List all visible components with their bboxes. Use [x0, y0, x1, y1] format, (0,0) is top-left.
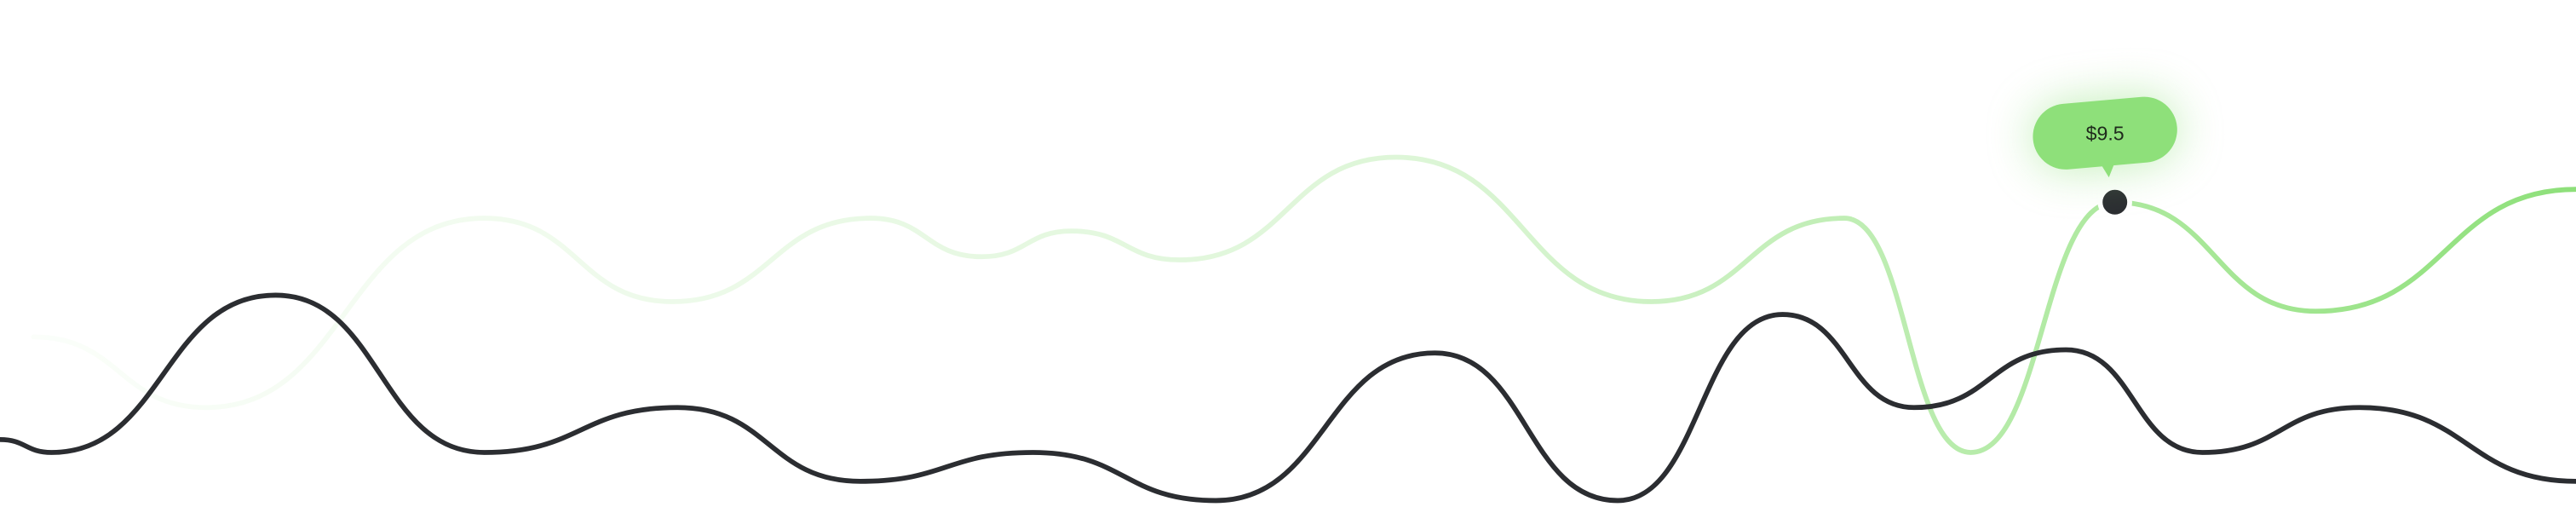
tooltip-label: $9.5 — [2086, 122, 2125, 144]
tooltip: $9.5 — [2033, 96, 2177, 178]
tooltip-bubble — [2033, 96, 2177, 170]
tooltip-pointer — [2101, 164, 2115, 178]
highlight-point — [2097, 185, 2132, 220]
series-line — [0, 292, 2576, 504]
series-line — [31, 154, 2576, 455]
